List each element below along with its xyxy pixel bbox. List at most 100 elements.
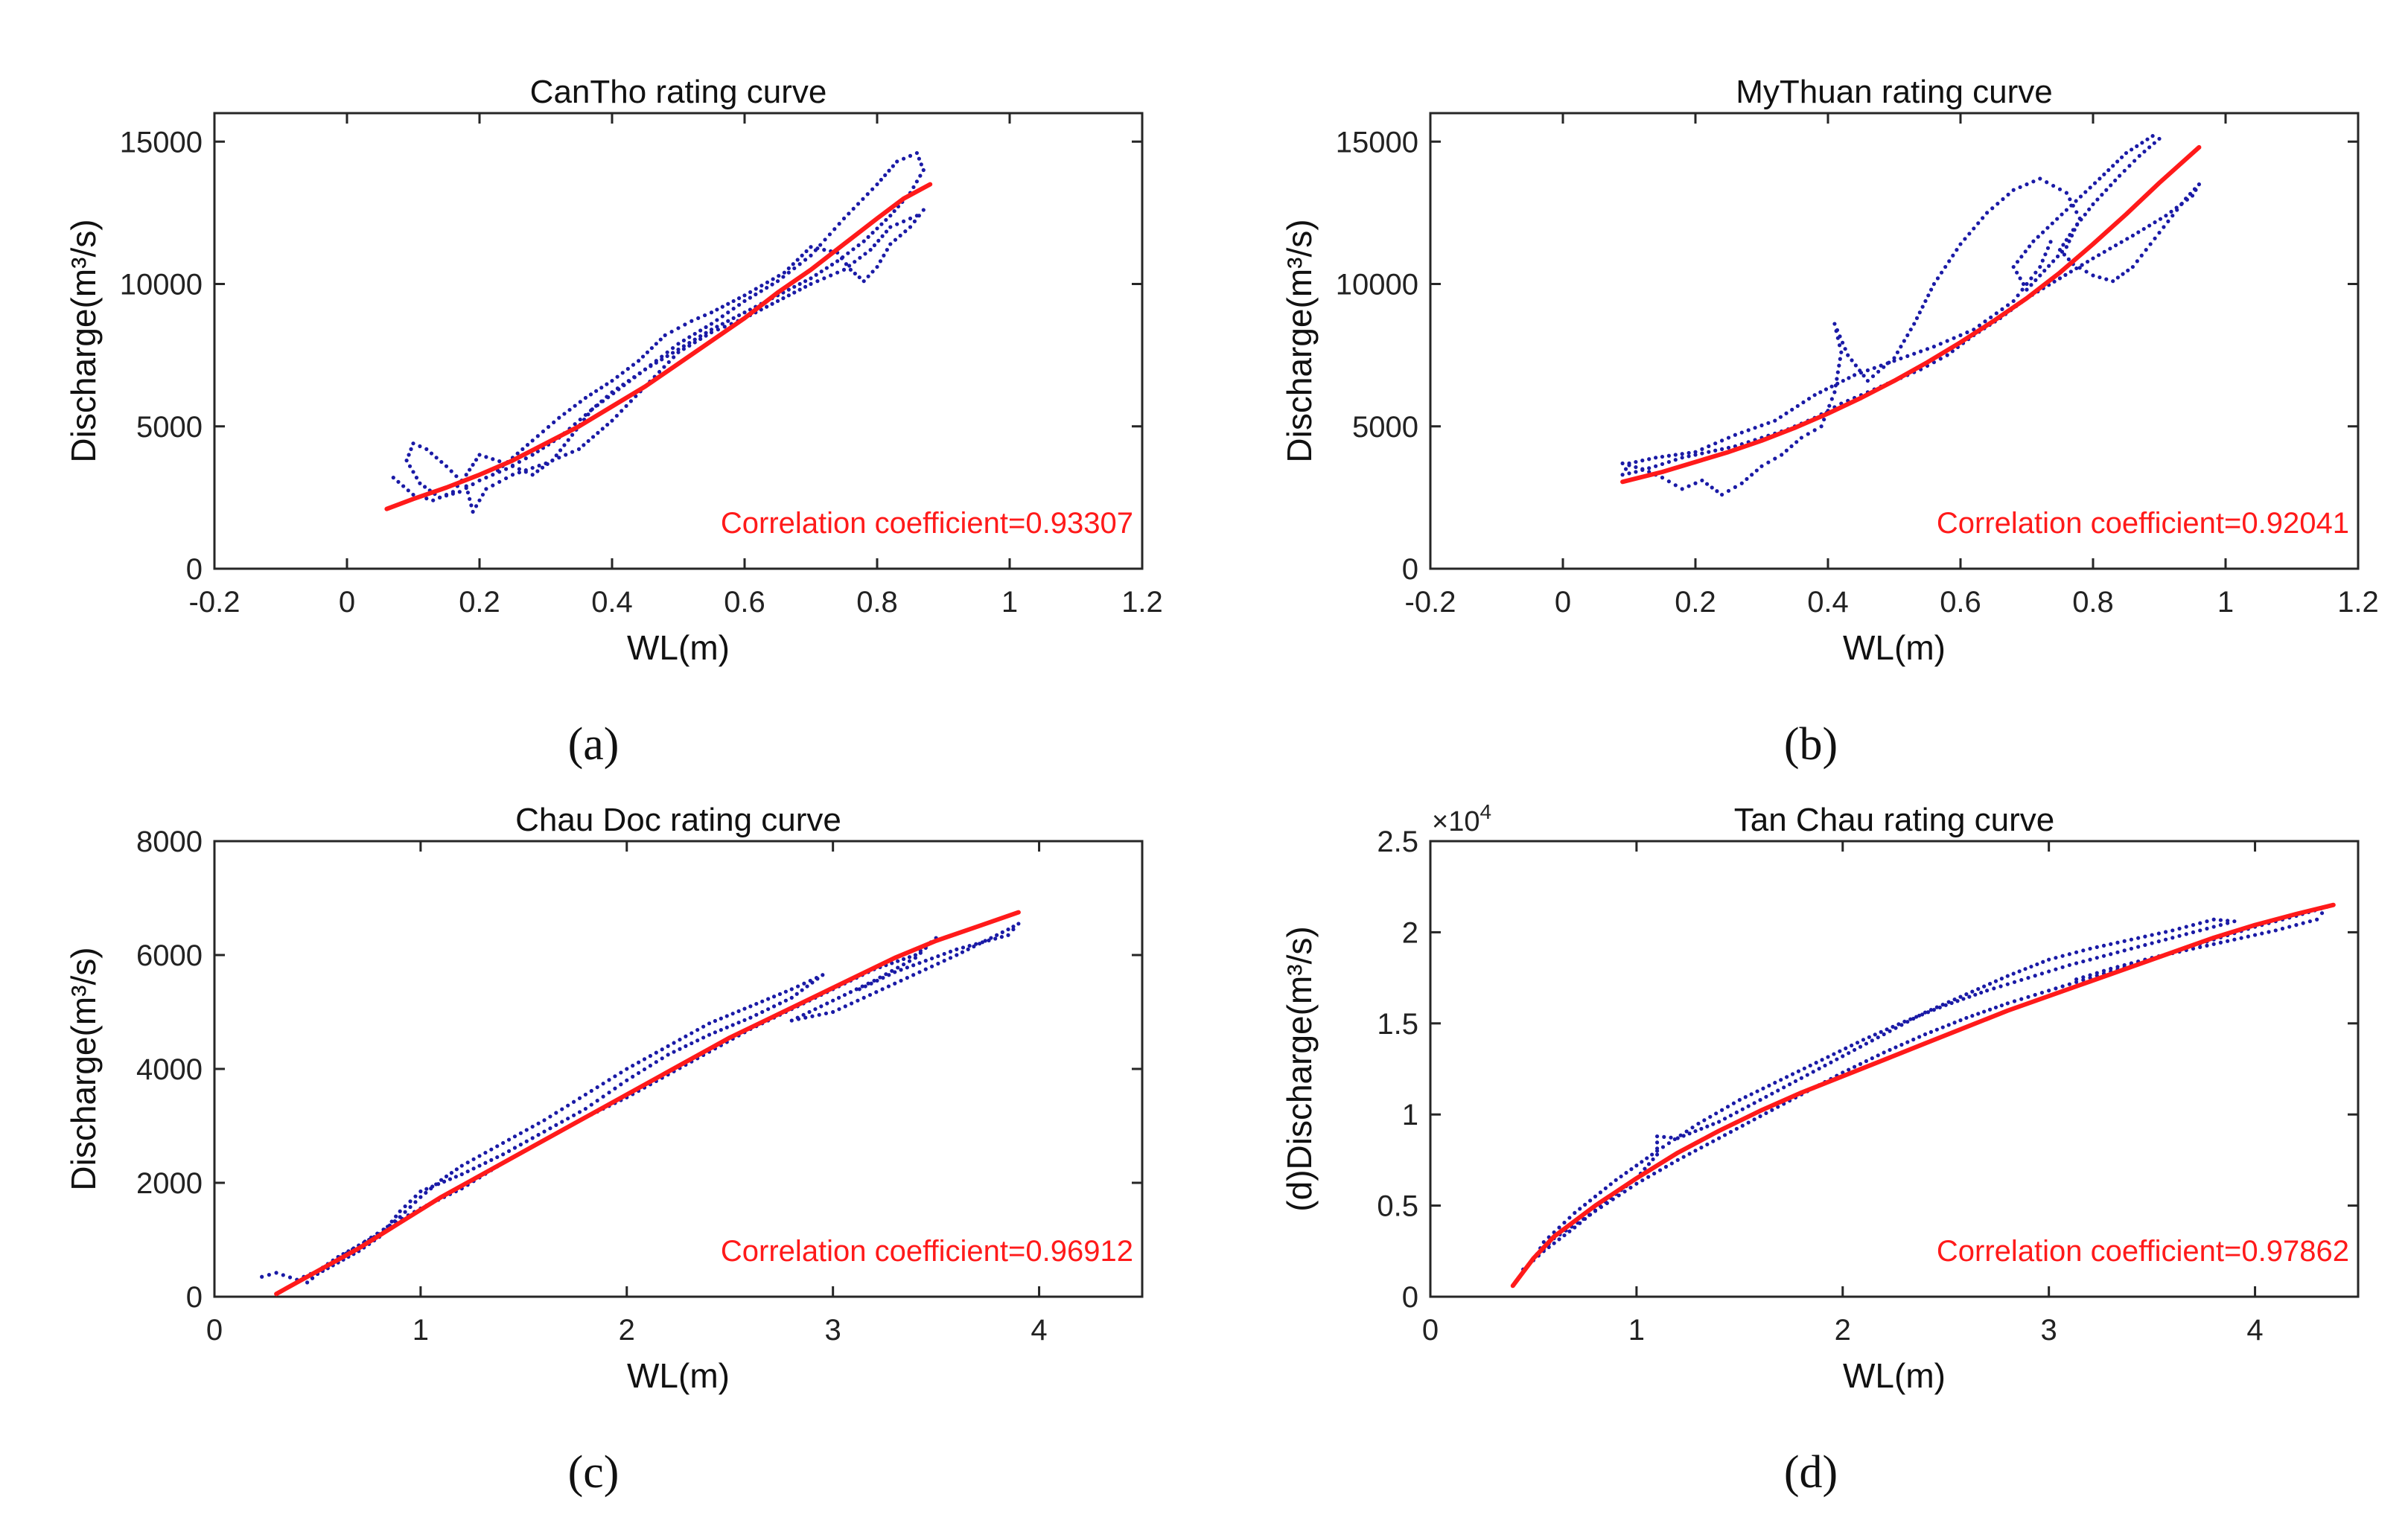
observed-point-d xyxy=(2191,930,2196,934)
observed-point-b xyxy=(1673,458,1678,462)
observed-point-c xyxy=(701,1024,706,1029)
x-tick-label-b: 0.4 xyxy=(1807,586,1849,619)
observed-point-c xyxy=(1016,922,1021,926)
observed-point-d xyxy=(1662,1134,1666,1139)
observed-point-a xyxy=(809,281,813,287)
observed-point-b xyxy=(2135,259,2139,264)
observed-point-b xyxy=(1806,432,1810,436)
observed-point-b xyxy=(1766,421,1771,425)
observed-point-a xyxy=(643,367,648,371)
observed-point-c xyxy=(518,1131,523,1135)
observed-point-d xyxy=(2109,952,2113,957)
observed-point-a xyxy=(649,345,654,351)
observed-point-c xyxy=(810,1014,815,1018)
observed-point-d xyxy=(1643,1166,1647,1171)
observed-point-a xyxy=(564,453,568,457)
observed-point-b xyxy=(1720,447,1724,451)
observed-point-c xyxy=(742,1018,747,1023)
observed-point-d xyxy=(1790,1072,1795,1076)
observed-point-b xyxy=(1750,473,1754,477)
observed-point-a xyxy=(401,484,406,488)
observed-point-a xyxy=(582,443,586,447)
observed-point-a xyxy=(566,438,570,442)
observed-point-a xyxy=(605,382,609,386)
observed-point-d xyxy=(2101,943,2106,948)
observed-point-c xyxy=(518,1143,523,1147)
observed-point-d xyxy=(1646,1162,1651,1166)
observed-point-a xyxy=(754,292,758,297)
x-tick-label-a: -0.2 xyxy=(189,586,241,619)
observed-point-a xyxy=(562,443,567,447)
observed-point-d xyxy=(1943,1003,1948,1007)
observed-point-a xyxy=(578,400,582,404)
observed-point-b xyxy=(2074,199,2078,203)
observed-point-b xyxy=(2115,275,2120,280)
observed-point-a xyxy=(583,395,588,400)
observed-point-d xyxy=(1861,1038,1866,1042)
observed-point-c xyxy=(1011,925,1016,929)
observed-point-a xyxy=(454,474,459,479)
observed-point-b xyxy=(1819,424,1823,429)
observed-point-a xyxy=(848,267,853,272)
observed-point-a xyxy=(541,430,546,434)
observed-point-c xyxy=(489,1158,494,1162)
observed-point-d xyxy=(2205,943,2209,948)
observed-point-a xyxy=(797,287,802,292)
observed-point-c xyxy=(842,992,847,997)
observed-point-d xyxy=(2095,945,2099,949)
observed-point-a xyxy=(658,337,663,342)
observed-point-c xyxy=(418,1195,423,1199)
observed-point-b xyxy=(2023,249,2028,254)
observed-point-d xyxy=(1817,1067,1821,1071)
observed-point-b xyxy=(2031,239,2036,243)
observed-point-b xyxy=(1726,445,1731,450)
observed-point-b xyxy=(2045,246,2051,250)
observed-point-d xyxy=(2184,932,2188,936)
y-tick-label-d: 2.5 xyxy=(1377,826,1418,858)
observed-point-d xyxy=(2005,982,2010,986)
observed-point-a xyxy=(422,485,427,489)
observed-point-a xyxy=(557,456,561,460)
observed-point-c xyxy=(524,1128,529,1132)
observed-point-b xyxy=(1945,339,1949,343)
observed-point-d xyxy=(1961,997,1966,1001)
x-tick-label-c: 1 xyxy=(413,1314,429,1347)
observed-point-a xyxy=(832,227,837,232)
observed-point-a xyxy=(600,427,605,431)
observed-point-d xyxy=(1847,1067,1851,1072)
observed-point-d xyxy=(1764,1094,1768,1099)
observed-point-b xyxy=(2139,253,2144,258)
observed-point-d xyxy=(2156,931,2161,936)
observed-point-c xyxy=(966,947,970,951)
observed-point-b xyxy=(1892,359,1896,363)
observed-point-c xyxy=(666,1044,670,1048)
observed-point-c xyxy=(442,1179,447,1184)
observed-point-a xyxy=(853,260,857,264)
observed-point-b xyxy=(1739,430,1744,435)
observed-point-a xyxy=(554,453,558,458)
fitted-curve-c xyxy=(274,910,1021,1297)
observed-point-b xyxy=(2074,266,2079,271)
observed-point-a xyxy=(676,342,681,346)
observed-point-b xyxy=(2113,243,2118,248)
observed-point-c xyxy=(955,953,959,957)
observed-point-d xyxy=(2019,997,2024,1001)
observed-point-a xyxy=(562,412,567,416)
observed-point-c xyxy=(548,1114,552,1119)
observed-point-d xyxy=(1928,1029,1934,1034)
y-tick-label-a: 0 xyxy=(186,553,203,586)
observed-point-b xyxy=(1634,464,1638,470)
observed-point-c xyxy=(831,1009,835,1015)
observed-point-c xyxy=(719,1027,723,1032)
observed-point-c xyxy=(730,1012,735,1016)
observed-point-d xyxy=(1958,994,1963,999)
observed-point-d xyxy=(1611,1197,1615,1201)
observed-point-d xyxy=(1660,1145,1666,1149)
observed-point-c xyxy=(619,1070,623,1075)
observed-point-b xyxy=(2130,264,2135,269)
observed-point-c xyxy=(736,1009,741,1014)
observed-point-b xyxy=(1899,356,1903,361)
observed-point-c xyxy=(1000,930,1004,934)
fitted-curve-d xyxy=(1510,902,2336,1289)
observed-point-d xyxy=(2054,986,2058,991)
